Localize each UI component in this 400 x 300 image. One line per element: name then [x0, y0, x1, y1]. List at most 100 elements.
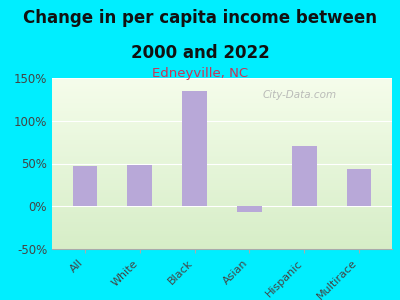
Bar: [52, 110, 392, 112]
Bar: [52, 92, 392, 93]
Bar: [52, 244, 392, 246]
Bar: [52, 143, 392, 145]
Bar: [52, 167, 392, 169]
Bar: [52, 152, 392, 153]
Bar: [52, 112, 392, 114]
Text: Edneyville, NC: Edneyville, NC: [152, 68, 248, 80]
Bar: [52, 81, 392, 83]
Bar: [52, 122, 392, 124]
Bar: [52, 88, 392, 90]
Bar: [52, 162, 392, 164]
Bar: [52, 93, 392, 95]
Bar: [52, 150, 392, 152]
Bar: [52, 198, 392, 200]
Bar: [52, 133, 392, 134]
Text: City-Data.com: City-Data.com: [263, 90, 337, 100]
Bar: [52, 165, 392, 167]
Bar: [52, 114, 392, 116]
Bar: [52, 119, 392, 121]
Bar: [52, 196, 392, 198]
Bar: [347, 169, 372, 206]
Bar: [52, 194, 392, 196]
Bar: [52, 200, 392, 201]
Bar: [128, 165, 152, 206]
Bar: [52, 128, 392, 129]
Bar: [292, 146, 316, 206]
Bar: [52, 203, 392, 205]
Bar: [52, 141, 392, 143]
Bar: [52, 146, 392, 148]
Bar: [52, 124, 392, 126]
Bar: [52, 102, 392, 104]
Bar: [52, 126, 392, 128]
Bar: [52, 121, 392, 122]
Bar: [52, 136, 392, 138]
Bar: [52, 213, 392, 215]
Bar: [52, 210, 392, 212]
Bar: [52, 182, 392, 184]
Bar: [237, 206, 262, 212]
Bar: [52, 191, 392, 193]
Bar: [52, 193, 392, 194]
Bar: [52, 85, 392, 86]
Bar: [52, 117, 392, 119]
Bar: [52, 97, 392, 98]
Bar: [52, 158, 392, 160]
Bar: [52, 109, 392, 110]
Bar: [52, 176, 392, 177]
Bar: [52, 237, 392, 239]
Bar: [52, 206, 392, 208]
Bar: [52, 98, 392, 100]
Text: 2000 and 2022: 2000 and 2022: [131, 44, 269, 62]
Bar: [52, 212, 392, 213]
Bar: [52, 153, 392, 155]
Bar: [52, 78, 392, 80]
Bar: [52, 189, 392, 191]
Bar: [52, 225, 392, 227]
Bar: [52, 235, 392, 237]
Bar: [52, 232, 392, 234]
Bar: [52, 148, 392, 150]
Bar: [52, 138, 392, 140]
Bar: [52, 234, 392, 235]
Bar: [52, 208, 392, 210]
Bar: [182, 91, 207, 206]
Bar: [52, 170, 392, 172]
Bar: [52, 155, 392, 157]
Bar: [52, 218, 392, 220]
Bar: [52, 177, 392, 179]
Bar: [52, 104, 392, 105]
Bar: [52, 217, 392, 218]
Bar: [52, 140, 392, 141]
Bar: [52, 223, 392, 225]
Bar: [52, 201, 392, 203]
Bar: [52, 239, 392, 241]
Bar: [52, 188, 392, 189]
Bar: [52, 129, 392, 131]
Bar: [52, 179, 392, 181]
Bar: [52, 83, 392, 85]
Bar: [52, 145, 392, 146]
Bar: [52, 157, 392, 158]
Text: Change in per capita income between: Change in per capita income between: [23, 9, 377, 27]
Bar: [52, 172, 392, 174]
Bar: [52, 105, 392, 107]
Bar: [52, 116, 392, 117]
Bar: [52, 107, 392, 109]
Bar: [52, 220, 392, 222]
Bar: [52, 169, 392, 170]
Bar: [52, 90, 392, 92]
Bar: [52, 222, 392, 223]
Bar: [52, 174, 392, 176]
Bar: [52, 186, 392, 188]
Bar: [52, 246, 392, 247]
Bar: [72, 166, 97, 206]
Bar: [52, 131, 392, 133]
Bar: [52, 86, 392, 88]
Bar: [52, 230, 392, 232]
Bar: [52, 229, 392, 230]
Bar: [52, 181, 392, 182]
Bar: [52, 241, 392, 242]
Bar: [52, 227, 392, 229]
Bar: [52, 134, 392, 136]
